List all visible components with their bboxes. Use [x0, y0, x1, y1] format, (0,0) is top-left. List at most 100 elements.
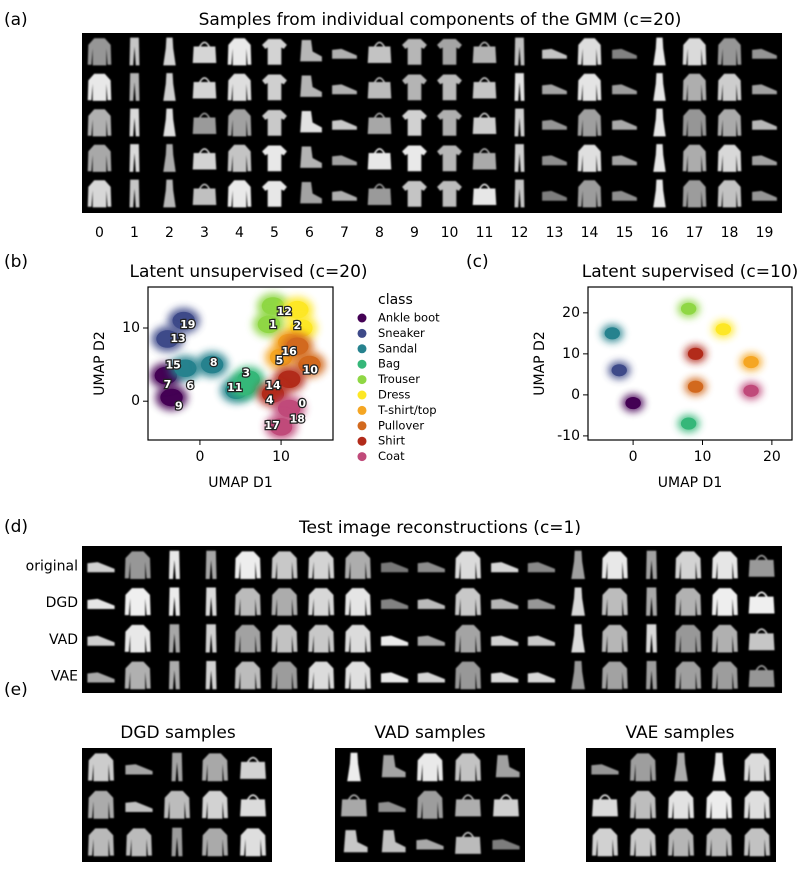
legend-label: Coat: [378, 449, 405, 463]
thumbnail: [300, 146, 322, 168]
thumbnail: [234, 588, 261, 616]
column-label: 18: [721, 225, 739, 241]
thumbnail: [455, 831, 481, 854]
thumbnail: [129, 179, 140, 208]
thumbnail: [577, 109, 602, 137]
column-label: 14: [581, 225, 599, 241]
thumbnail: [592, 794, 618, 817]
thumbnail: [542, 119, 567, 130]
thumbnail: [455, 753, 481, 782]
column-label: 15: [616, 225, 634, 241]
thumbnail: [514, 37, 525, 66]
thumbnail: [168, 660, 180, 690]
thumbnail: [367, 77, 392, 99]
thumbnail: [601, 551, 628, 580]
thumbnail: [234, 624, 261, 653]
legend-marker: [357, 328, 367, 338]
row-label: VAE: [51, 669, 78, 685]
thumbnail: [308, 624, 335, 653]
component-label: 16: [282, 345, 298, 358]
thumbnail: [711, 551, 738, 580]
thumbnail: [491, 672, 519, 683]
thumbnail: [744, 753, 770, 782]
component-label: 18: [290, 413, 305, 426]
legend-marker: [357, 375, 367, 385]
thumbnail: [748, 665, 775, 687]
panel-label: (e): [4, 680, 28, 700]
thumbnail: [752, 119, 777, 130]
point-core: [286, 337, 309, 356]
thumbnail: [646, 624, 657, 653]
thumbnail: [271, 588, 298, 616]
thumbnail: [417, 598, 445, 610]
point-core: [174, 359, 197, 378]
panel-title: Test image reconstructions (c=1): [298, 518, 581, 538]
thumbnail: [527, 635, 555, 646]
thumbnail: [192, 112, 217, 135]
thumbnail: [332, 84, 357, 95]
thumbnail: [171, 752, 183, 782]
thumbnail: [675, 624, 702, 653]
thumbnail: [455, 661, 481, 690]
thumbnail: [437, 109, 462, 136]
thumbnail: [124, 661, 151, 690]
thumbnail: [630, 753, 656, 782]
column-label: 0: [95, 225, 104, 241]
component-label: 3: [242, 366, 250, 379]
thumbnail: [129, 73, 140, 101]
thumbnail: [367, 41, 392, 64]
thumbnail: [227, 73, 252, 101]
legend-label: T-shirt/top: [377, 403, 437, 417]
thumbnail: [437, 38, 462, 65]
thumbnail: [577, 144, 602, 172]
thumbnail: [381, 598, 409, 610]
column-label: 3: [200, 225, 209, 241]
thumbnail: [646, 660, 657, 690]
thumbnail: [125, 764, 153, 775]
thumbnail: [527, 598, 555, 610]
thumbnail: [437, 74, 462, 101]
column-label: 17: [686, 225, 704, 241]
component-label: 13: [170, 332, 185, 345]
thumbnail: [437, 145, 462, 172]
thumbnail: [126, 828, 152, 857]
legend-marker: [357, 390, 367, 400]
thumbnail: [542, 155, 567, 166]
thumbnail: [748, 591, 775, 614]
thumbnail: [344, 551, 371, 580]
point-core: [257, 315, 281, 334]
thumbnail: [88, 753, 114, 782]
thumbnail: [87, 109, 112, 137]
thumbnail: [205, 624, 217, 653]
thumbnail: [205, 660, 217, 690]
thumbnail: [227, 38, 252, 66]
thumbnail: [332, 155, 357, 166]
legend-label: Dress: [378, 388, 410, 402]
thumbnail: [646, 587, 657, 616]
thumbnail: [87, 562, 115, 573]
thumbnails: [87, 37, 777, 857]
thumbnail: [748, 554, 775, 577]
x-tick-label: 0: [629, 449, 638, 465]
thumbnail: [455, 794, 481, 817]
column-label: 13: [546, 225, 564, 241]
thumbnail: [240, 828, 266, 857]
component-label: 4: [266, 393, 274, 406]
thumbnail: [124, 551, 151, 580]
thumbnail: [332, 190, 357, 201]
chart-title: Latent supervised (c=10): [582, 262, 799, 282]
thumbnail: [612, 84, 637, 95]
chart-title: Latent unsupervised (c=20): [129, 262, 367, 282]
y-tick-label: 10: [122, 320, 140, 336]
panel-title: VAE samples: [626, 723, 735, 743]
thumbnail: [675, 588, 702, 616]
thumbnail: [332, 48, 357, 59]
column-label: 9: [410, 225, 419, 241]
thumbnail: [129, 108, 140, 137]
thumbnail: [205, 587, 217, 616]
plot-area: [601, 299, 763, 433]
legend-label: Bag: [378, 357, 400, 371]
thumbnail: [653, 179, 666, 208]
thumbnail: [495, 755, 520, 778]
y-tick-label: 0: [131, 393, 140, 409]
